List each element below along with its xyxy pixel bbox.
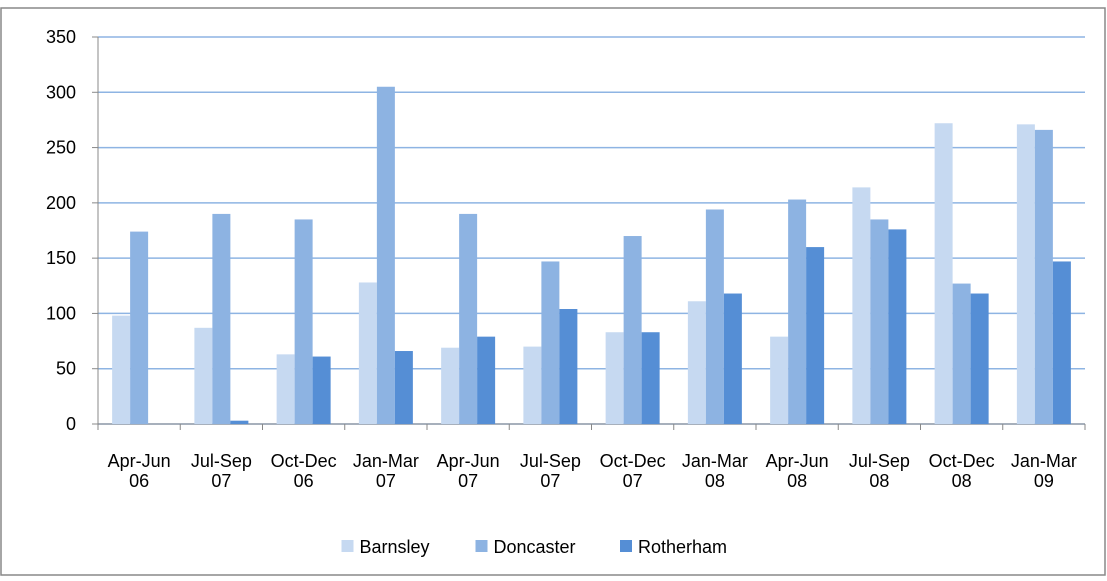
bar — [459, 213, 478, 424]
legend-label: Rotherham — [638, 537, 727, 557]
bar — [441, 347, 460, 424]
bar — [276, 354, 295, 424]
x-tick-label: Oct-Dec 06 — [271, 451, 337, 491]
bar — [623, 236, 642, 424]
bar — [394, 351, 413, 424]
bar — [358, 282, 377, 424]
bar — [687, 301, 706, 424]
bar — [888, 229, 907, 424]
legend-swatch — [341, 540, 354, 552]
x-tick-label: Jul-Sep 08 — [849, 451, 910, 491]
x-tick-label: Jan-Mar 08 — [682, 451, 748, 491]
bar — [523, 346, 542, 424]
x-tick-label: Oct-Dec 07 — [600, 451, 666, 491]
bar — [541, 261, 560, 424]
x-tick-label: Apr-Jun 07 — [437, 451, 500, 491]
y-tick-label: 150 — [46, 248, 76, 268]
legend-swatch — [475, 540, 488, 552]
bar — [1034, 129, 1053, 424]
bar — [605, 332, 624, 424]
x-tick-label: Jan-Mar 07 — [353, 451, 419, 491]
bar — [294, 219, 313, 424]
bar — [312, 356, 331, 424]
bar — [788, 199, 807, 424]
bar — [130, 231, 149, 424]
bar — [870, 219, 889, 424]
y-tick-label: 250 — [46, 138, 76, 158]
bar — [112, 315, 131, 424]
bar — [723, 293, 742, 424]
legend-label: Barnsley — [360, 537, 430, 557]
x-tick-label: Jul-Sep 07 — [191, 451, 252, 491]
x-tick-label: Apr-Jun 08 — [766, 451, 829, 491]
legend-label: Doncaster — [494, 537, 576, 557]
x-tick-label: Apr-Jun 06 — [108, 451, 171, 491]
bar — [705, 209, 724, 424]
x-tick-label: Jul-Sep 07 — [520, 451, 581, 491]
y-tick-label: 50 — [56, 359, 76, 379]
y-tick-label: 100 — [46, 303, 76, 323]
bar — [559, 309, 578, 424]
x-tick-label: Jan-Mar 09 — [1011, 451, 1077, 491]
bar — [230, 420, 249, 424]
bar — [970, 293, 989, 424]
bar — [376, 86, 395, 424]
bar — [641, 332, 660, 424]
bar — [477, 336, 496, 424]
legend-swatch — [620, 540, 632, 552]
bar — [194, 327, 213, 424]
bar — [1052, 261, 1071, 424]
chart-frame — [0, 7, 1106, 576]
bar — [806, 247, 825, 424]
bar — [852, 187, 871, 424]
bar — [770, 336, 789, 424]
y-tick-label: 0 — [66, 414, 76, 434]
bar — [952, 283, 971, 424]
bar — [212, 213, 231, 424]
y-tick-label: 350 — [46, 27, 76, 47]
bar — [934, 123, 953, 424]
bar — [1016, 124, 1035, 424]
x-tick-label: Oct-Dec 08 — [929, 451, 995, 491]
y-tick-label: 200 — [46, 193, 76, 213]
y-tick-label: 300 — [46, 82, 76, 102]
